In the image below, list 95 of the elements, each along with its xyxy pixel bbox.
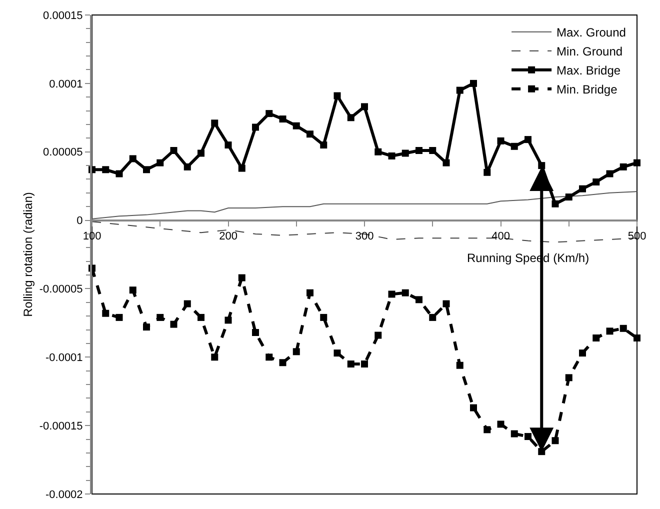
point [334, 350, 341, 357]
point [456, 86, 464, 94]
point [198, 314, 204, 321]
point [442, 300, 450, 308]
point [510, 142, 518, 150]
point [634, 334, 640, 342]
point [279, 116, 286, 123]
point [620, 324, 627, 332]
point [416, 146, 422, 154]
point [538, 162, 546, 170]
point [497, 137, 504, 144]
point [292, 348, 300, 356]
point [306, 130, 314, 138]
point [347, 360, 354, 368]
point [361, 360, 368, 368]
point [252, 124, 259, 131]
point [266, 354, 273, 361]
y-tick-label: -0.00015 [39, 420, 83, 432]
point [170, 320, 178, 328]
point [442, 159, 450, 166]
point [116, 170, 123, 178]
point [224, 142, 232, 149]
point [156, 314, 164, 321]
point [211, 120, 218, 127]
point [552, 437, 559, 444]
point [266, 110, 273, 118]
point [292, 122, 300, 130]
point [634, 159, 640, 166]
y-tick-label: -0.0002 [45, 488, 83, 501]
point [320, 314, 328, 321]
point [484, 426, 491, 434]
point [579, 185, 586, 192]
point [606, 170, 614, 178]
point [252, 329, 259, 336]
point [374, 148, 382, 156]
point [224, 316, 232, 324]
point [470, 404, 477, 412]
point [606, 328, 614, 335]
point [510, 430, 518, 438]
y-tick-label: -0.0001 [45, 352, 83, 364]
point [156, 159, 164, 166]
point [102, 166, 110, 174]
point [565, 194, 572, 201]
point [184, 163, 191, 170]
legend-label: Max. Bridge [556, 64, 621, 78]
point [198, 150, 204, 157]
point [102, 310, 110, 317]
point [116, 314, 123, 321]
legend-label: Min. Bridge [556, 82, 618, 97]
point [334, 92, 341, 100]
point [238, 274, 246, 282]
point [524, 136, 532, 144]
point [320, 142, 328, 149]
point [388, 152, 396, 160]
point [579, 350, 586, 357]
point [565, 374, 572, 382]
point [306, 289, 314, 296]
point [592, 334, 600, 342]
y-tick-label: 0.00015 [43, 10, 83, 22]
point [347, 114, 354, 122]
point [184, 300, 191, 308]
point [524, 433, 532, 440]
y-axis-title: Rolling rotation (radian) [21, 192, 36, 317]
x-tick-label: 400 [492, 230, 510, 242]
point [484, 168, 491, 176]
point [211, 354, 218, 361]
point [388, 290, 396, 298]
point [429, 146, 436, 154]
point [402, 289, 409, 296]
point [129, 155, 136, 162]
point [470, 80, 477, 87]
point [592, 178, 600, 186]
point [416, 296, 422, 304]
legend-label: Max. Ground [556, 26, 626, 40]
y-tick-label: 0 [76, 215, 83, 228]
point [143, 324, 150, 331]
x-tick-label: 300 [355, 230, 374, 242]
y-tick-label: -0.00005 [39, 284, 83, 296]
point [620, 163, 627, 170]
point [497, 420, 504, 428]
point [374, 332, 382, 339]
y-tick-label: 0.0001 [49, 78, 83, 90]
x-tick-label: 200 [219, 230, 238, 242]
point [402, 150, 409, 157]
point [552, 200, 559, 208]
point [456, 362, 464, 369]
point [279, 359, 286, 366]
y-tick-label: 0.00005 [43, 146, 83, 159]
point [429, 314, 436, 321]
point [129, 286, 136, 294]
point [361, 103, 368, 110]
point [143, 166, 150, 174]
point [170, 146, 178, 154]
point [238, 164, 246, 172]
legend-label: Min. Ground [556, 44, 623, 59]
